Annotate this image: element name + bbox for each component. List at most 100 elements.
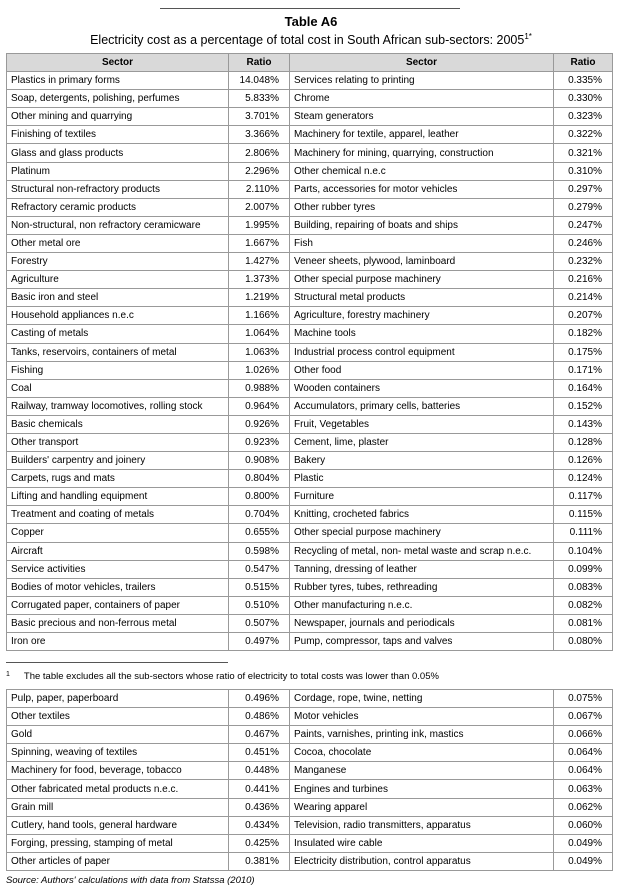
sector-cell: Other metal ore bbox=[6, 233, 229, 254]
ratio-cell: 0.923% bbox=[228, 432, 290, 453]
ratio-cell: 0.322% bbox=[553, 125, 613, 145]
sector-cell: Tanks, reservoirs, containers of metal bbox=[6, 342, 229, 362]
table-row: Other transport 0.923% Cement, lime, plast… bbox=[6, 432, 613, 453]
sector-cell: Other special purpose machinery bbox=[289, 523, 554, 543]
ratio-cell: 0.143% bbox=[553, 414, 613, 434]
table-row: Non-structural, non refractory ceramicwa… bbox=[6, 215, 613, 235]
ratio-cell: 0.064% bbox=[553, 761, 613, 781]
sector-cell: Corrugated paper, containers of paper bbox=[6, 595, 229, 615]
ratio-cell: 0.507% bbox=[228, 613, 290, 634]
table-row: Basic iron and steel 1.219% Structural met… bbox=[6, 288, 613, 308]
sector-cell: Machine tools bbox=[289, 324, 554, 344]
ratio-cell: 3.366% bbox=[228, 125, 290, 145]
sector-cell: Tanning, dressing of leather bbox=[289, 559, 554, 579]
table-row: Other textiles 0.486% Motor vehicles 0.067% bbox=[6, 707, 613, 727]
table-row: Platinum 2.296% Other chemical n.e.c 0.310% bbox=[6, 161, 613, 181]
ratio-cell: 0.247% bbox=[553, 215, 613, 235]
table-row: Agriculture 1.373% Other special purpose m… bbox=[6, 270, 613, 290]
ratio-cell: 0.182% bbox=[553, 324, 613, 344]
table-body: Plastics in primary forms 14.048% Services… bbox=[6, 71, 613, 652]
table-row: Coal 0.988% Wooden containers 0.164% bbox=[6, 378, 613, 398]
sector-cell: Parts, accessories for motor vehicles bbox=[289, 179, 554, 199]
sector-cell: Machinery for textile, apparel, leather bbox=[289, 125, 554, 145]
table-row: Gold 0.467% Paints, varnishes, printing in… bbox=[6, 725, 613, 745]
ratio-cell: 0.111% bbox=[553, 523, 613, 543]
sector-cell: Steam generators bbox=[289, 107, 554, 127]
ratio-cell: 0.598% bbox=[228, 541, 290, 561]
table: Pulp, paper, paperboard 0.496% Cordage, ro… bbox=[6, 688, 613, 871]
ratio-cell: 0.075% bbox=[553, 688, 613, 709]
ratio-cell: 0.216% bbox=[553, 270, 613, 290]
sector-cell: Other articles of paper bbox=[6, 851, 229, 871]
sector-cell: Other manufacturing n.e.c. bbox=[289, 595, 554, 615]
ratio-cell: 0.279% bbox=[553, 197, 613, 217]
ratio-cell: 0.232% bbox=[553, 252, 613, 272]
ratio-cell: 2.296% bbox=[228, 161, 290, 181]
table-row: Carpets, rugs and mats 0.804% Plastic 0.124… bbox=[6, 469, 613, 489]
column-header: Ratio bbox=[553, 52, 613, 73]
ratio-cell: 0.451% bbox=[228, 743, 290, 763]
ratio-cell: 0.297% bbox=[553, 179, 613, 199]
ratio-cell: 0.066% bbox=[553, 725, 613, 745]
subtitle-text: Electricity cost as a percentage of tota… bbox=[90, 33, 525, 48]
sector-cell: Forging, pressing, stamping of metal bbox=[6, 833, 229, 853]
sector-cell: Finishing of textiles bbox=[6, 125, 229, 145]
sector-cell: Plastics in primary forms bbox=[6, 71, 229, 91]
sector-cell: Machinery for mining, quarrying, constru… bbox=[289, 143, 554, 163]
sector-cell: Furniture bbox=[289, 487, 554, 507]
table-row: Other mining and quarrying 3.701% Steam ge… bbox=[6, 107, 613, 127]
sector-cell: Platinum bbox=[6, 161, 229, 181]
table-row: Casting of metals 1.064% Machine tools 0.18… bbox=[6, 324, 613, 344]
ratio-cell: 0.497% bbox=[228, 631, 290, 652]
sector-cell: Industrial process control equipment bbox=[289, 342, 554, 362]
ratio-cell: 0.434% bbox=[228, 815, 290, 835]
ratio-cell: 0.214% bbox=[553, 288, 613, 308]
ratio-cell: 0.080% bbox=[553, 631, 613, 652]
footnote-text: The table excludes all the sub-sectors w… bbox=[23, 671, 439, 682]
subtitle-sup: 1* bbox=[524, 32, 532, 41]
ratio-cell: 0.908% bbox=[228, 451, 290, 471]
sector-cell: Non-structural, non refractory ceramicwa… bbox=[6, 215, 229, 235]
ratio-cell: 1.667% bbox=[228, 233, 290, 254]
ratio-cell: 0.988% bbox=[228, 378, 290, 398]
ratio-cell: 0.425% bbox=[228, 833, 290, 853]
rule bbox=[6, 662, 228, 663]
ratio-cell: 2.110% bbox=[228, 179, 290, 199]
sector-cell: Household appliances n.e.c bbox=[6, 306, 229, 326]
sector-cell: Building, repairing of boats and ships bbox=[289, 215, 554, 235]
ratio-cell: 0.060% bbox=[553, 815, 613, 835]
ratio-cell: 0.083% bbox=[553, 577, 613, 597]
sector-cell: Aircraft bbox=[6, 541, 229, 561]
ratio-cell: 0.321% bbox=[553, 143, 613, 163]
ratio-cell: 0.049% bbox=[553, 833, 613, 853]
sector-cell: Forestry bbox=[6, 252, 229, 272]
ratio-cell: 1.064% bbox=[228, 324, 290, 344]
ratio-cell: 0.467% bbox=[228, 725, 290, 745]
ratio-cell: 2.806% bbox=[228, 143, 290, 163]
ratio-cell: 0.496% bbox=[228, 688, 290, 709]
table-row: Grain mill 0.436% Wearing apparel 0.062% bbox=[6, 797, 613, 817]
table-row: Finishing of textiles 3.366% Machinery for… bbox=[6, 125, 613, 145]
sector-cell: Accumulators, primary cells, batteries bbox=[289, 396, 554, 416]
sector-cell: Soap, detergents, polishing, perfumes bbox=[6, 89, 229, 109]
table-row: Basic chemicals 0.926% Fruit, Vegetables 0.… bbox=[6, 414, 613, 434]
sector-cell: Agriculture, forestry machinery bbox=[289, 306, 554, 326]
footnote: 1 The table excludes all the sub-sectors … bbox=[6, 671, 439, 682]
ratio-cell: 0.099% bbox=[553, 559, 613, 579]
sector-cell: Machinery for food, beverage, tobacco bbox=[6, 761, 229, 781]
sector-cell: Cordage, rope, twine, netting bbox=[289, 688, 554, 709]
table-row: Glass and glass products 2.806% Machinery … bbox=[6, 143, 613, 163]
ratio-cell: 0.436% bbox=[228, 797, 290, 817]
table-row: Forestry 1.427% Veneer sheets, plywood, la… bbox=[6, 252, 613, 272]
sector-cell: Other mining and quarrying bbox=[6, 107, 229, 127]
rule bbox=[160, 8, 460, 9]
sector-cell: Engines and turbines bbox=[289, 779, 554, 799]
sector-cell: Other special purpose machinery bbox=[289, 270, 554, 290]
sector-cell: Bakery bbox=[289, 451, 554, 471]
table: Sector Ratio Sector Ratio Plastics in prima… bbox=[6, 52, 613, 652]
sector-cell: Paints, varnishes, printing ink, mastics bbox=[289, 725, 554, 745]
sector-cell: Cement, lime, plaster bbox=[289, 432, 554, 453]
ratio-cell: 0.104% bbox=[553, 541, 613, 561]
ratio-cell: 0.063% bbox=[553, 779, 613, 799]
title: Table A6 bbox=[284, 14, 338, 29]
